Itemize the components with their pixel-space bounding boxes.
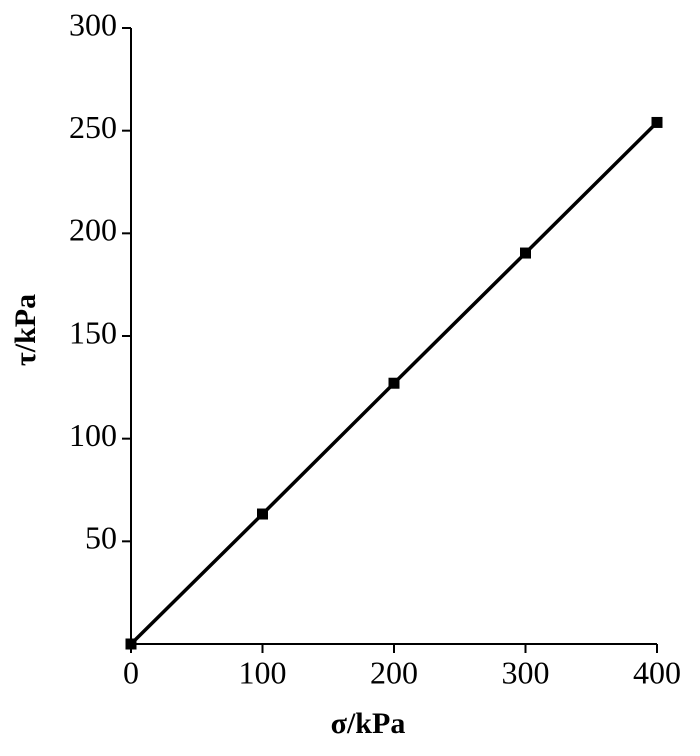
data-point — [388, 377, 400, 389]
x-tick-label: 200 — [370, 654, 418, 690]
y-tick-label: 250 — [69, 109, 117, 145]
y-axis-label: τ/kPa — [9, 294, 42, 366]
x-axis-label: σ/kPa — [331, 707, 406, 740]
y-tick-label: 200 — [69, 212, 117, 248]
y-tick-label: 150 — [69, 314, 117, 350]
data-point — [520, 247, 531, 259]
x-tick-label: 0 — [123, 654, 139, 690]
data-point — [651, 116, 663, 128]
y-tick-label: 50 — [85, 520, 117, 556]
x-tick-label: 100 — [239, 654, 287, 690]
x-tick-label: 300 — [502, 654, 550, 690]
y-tick-label: 100 — [69, 417, 117, 453]
data-point — [125, 638, 137, 650]
y-tick-label: 300 — [69, 6, 117, 42]
x-tick-label: 400 — [633, 654, 681, 690]
data-point — [257, 508, 268, 520]
